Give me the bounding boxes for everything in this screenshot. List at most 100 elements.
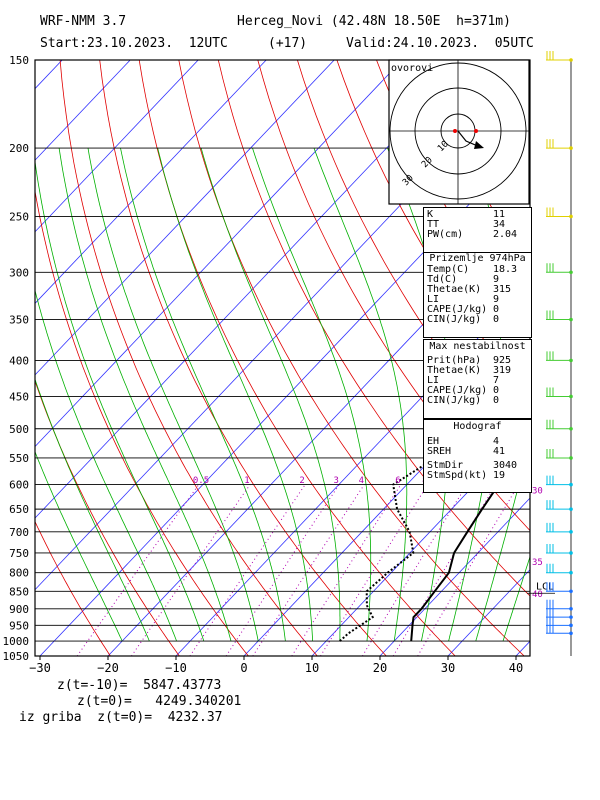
dry-adiabat-line <box>138 60 456 656</box>
hodograph-title: ovorovi <box>391 63 433 74</box>
instability-row: CIN(J/kg) 0 <box>427 395 500 406</box>
model-label: WRF-NMM 3.7 <box>40 14 127 29</box>
pressure-tick-label: 850 <box>9 585 29 598</box>
surface-row: LI 9 <box>427 294 500 305</box>
wind-barb-dot <box>569 631 573 636</box>
wind-barb-dot <box>569 623 573 628</box>
surface-row: Temp(C) 18.3 <box>427 264 518 275</box>
isotherm-line <box>379 497 530 656</box>
pressure-tick-label: 350 <box>9 314 29 327</box>
x-tick-label: 20 <box>373 661 387 675</box>
pressure-tick-label: 250 <box>9 210 29 223</box>
hodograph-row: EH 4 <box>427 436 500 447</box>
surface-row: Thetae(K) 315 <box>427 284 512 295</box>
mixing-ratio-line <box>189 484 306 656</box>
hodograph-point <box>453 129 457 133</box>
dry-adiabat-line <box>178 60 525 656</box>
indices-box: K 11 TT 34 PW(cm) 2.04 <box>423 207 532 253</box>
mixing-ratio-label: 0.5 <box>193 476 209 486</box>
wind-barb-dot <box>569 507 573 511</box>
instability-row: Prit(hPa) 925 <box>427 355 512 366</box>
instability-row: LI 7 <box>427 375 500 386</box>
wind-barb-dot <box>569 615 573 619</box>
x-tick-label: 10 <box>305 661 319 675</box>
wind-barb-dot <box>569 270 573 275</box>
dry-adiabat-line <box>35 189 249 656</box>
mixing-ratio-line <box>131 484 251 656</box>
side-pressure-label: 30 <box>532 487 543 497</box>
wind-barb-dot <box>569 426 573 431</box>
pressure-tick-label: 650 <box>9 503 29 516</box>
dry-adiabat-line <box>35 520 111 656</box>
lcl-label: LCL <box>536 581 554 592</box>
surface-row: Td(C) 9 <box>427 274 500 285</box>
moist-adiabat-line <box>87 148 259 642</box>
isotherm-line <box>39 139 530 656</box>
surface-box: Prizemlje 974hPa Temp(C) 18.3 Td(C) 9 Thet… <box>423 252 532 338</box>
moist-adiabat-line <box>157 148 313 642</box>
pressure-tick-label: 900 <box>9 603 29 616</box>
instability-box: Max nestabilnost Prit(hPa) 925 Thetae(K) 3… <box>423 339 532 419</box>
pressure-tick-label: 1050 <box>3 650 30 663</box>
dry-adiabat-line <box>296 60 530 466</box>
pressure-tick-label: 1000 <box>3 635 30 648</box>
pressure-tick-label: 800 <box>9 567 29 580</box>
mixing-ratio-label: 4 <box>359 476 364 486</box>
indices-row: PW(cm) 2.04 <box>427 229 518 240</box>
pressure-tick-label: 600 <box>9 479 29 492</box>
isotherm-line <box>35 60 335 376</box>
footer-line-1: z(t=-10)= 5847.43773 <box>57 678 222 693</box>
pressure-tick-label: 500 <box>9 423 29 436</box>
hodograph-point <box>474 129 478 133</box>
wind-barb-dot <box>569 58 573 62</box>
location-label: Herceg_Novi (42.48N 18.50E h=371m) <box>237 14 511 29</box>
mixing-ratio-line <box>291 484 402 656</box>
mixing-ratio-line <box>252 484 365 656</box>
isotherm-line <box>35 60 471 519</box>
wind-barb-dot <box>569 551 573 555</box>
instability-row: Thetae(K) 319 <box>427 365 512 376</box>
instability-box-title: Max nestabilnost <box>429 341 526 352</box>
hodograph-box: Hodograf EH 4 SREH 41 StmDir 3040 StmSpd(kt… <box>423 419 532 493</box>
pressure-tick-label: 400 <box>9 354 29 367</box>
surface-row: CAPE(J/kg) 0 <box>427 304 500 315</box>
x-tick-label: 30 <box>441 661 455 675</box>
isotherm-line <box>35 60 131 161</box>
isotherm-line <box>35 60 267 304</box>
hodograph-row: StmDir 3040 <box>427 460 518 471</box>
dry-adiabat-line <box>563 39 600 656</box>
moist-adiabat-line <box>35 158 205 642</box>
hodograph-row: StmSpd(kt) 19 <box>427 470 506 481</box>
pressure-tick-label: 750 <box>9 547 29 560</box>
pressure-tick-label: 550 <box>9 452 29 465</box>
wind-barb-dot <box>569 482 573 487</box>
footer-line-3: iz griba z(t=0)= 4232.37 <box>19 710 223 725</box>
mixing-ratio-label: 6 <box>395 476 400 486</box>
footer-line-2: z(t=0)= 4249.340201 <box>77 694 242 709</box>
mixing-ratio-label: 1 <box>244 476 249 486</box>
x-tick-label: −30 <box>29 661 51 675</box>
pressure-tick-label: 450 <box>9 390 29 403</box>
isotherm-line <box>584 0 600 656</box>
isotherm-line <box>243 354 530 656</box>
dry-adiabat-line <box>99 60 387 656</box>
x-tick-label: −20 <box>97 661 119 675</box>
hodograph-arrow <box>474 141 484 149</box>
hodograph-row: SREH 41 <box>427 446 506 457</box>
pressure-tick-label: 300 <box>9 266 29 279</box>
side-pressure-label: 35 <box>532 558 543 568</box>
dry-adiabat-line <box>35 379 180 656</box>
wind-barb-dot <box>569 530 573 534</box>
wind-barb-dot <box>569 589 573 594</box>
wind-barb-dot <box>569 146 573 150</box>
indices-row: TT 34 <box>427 219 506 230</box>
mixing-ratio-label: 3 <box>334 476 339 486</box>
wind-barb-dot <box>569 358 573 363</box>
isotherm-line <box>35 68 530 591</box>
mixing-ratio-line <box>417 484 520 656</box>
mixing-ratio-line <box>225 484 340 656</box>
pressure-tick-label: 700 <box>9 526 29 539</box>
skewt-chart: 0.51234681502002503003504004505005506006… <box>3 0 600 675</box>
mixing-ratio-line <box>76 484 200 656</box>
side-pressure-label: 40 <box>532 590 543 600</box>
